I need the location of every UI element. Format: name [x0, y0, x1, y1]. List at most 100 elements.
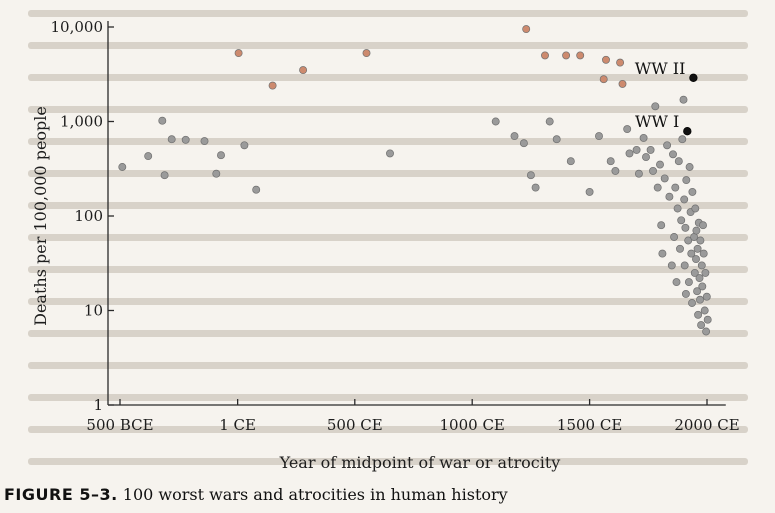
- data-point: [696, 295, 704, 304]
- data-point: [689, 73, 698, 82]
- annotations: WW II WW I: [635, 59, 686, 131]
- figure-caption-text: 100 worst wars and atrocities in human h…: [122, 485, 508, 504]
- data-point: [681, 289, 690, 298]
- data-point: [701, 268, 710, 277]
- figure-label: FIGURE 5–3.: [4, 485, 118, 504]
- data-point: [531, 183, 540, 192]
- data-points: [118, 25, 712, 336]
- data-point: [118, 163, 127, 171]
- data-point: [700, 306, 709, 315]
- data-point: [160, 171, 169, 180]
- data-point: [167, 135, 176, 144]
- x-tick-label: 2000 CE: [674, 416, 739, 434]
- y-tick-label: 1: [93, 396, 103, 414]
- y-tick-label: 100: [74, 207, 103, 225]
- x-tick-label: 1500 CE: [557, 416, 622, 434]
- data-point: [699, 249, 708, 258]
- data-point: [680, 195, 689, 204]
- data-point: [541, 51, 549, 60]
- data-point: [658, 249, 667, 258]
- data-point: [702, 292, 711, 301]
- data-point: [665, 192, 674, 201]
- data-point: [639, 133, 648, 142]
- data-point: [703, 315, 712, 324]
- axes: 1 10 100 1,000 10,000 500 BCE 1 CE 500 CE 1000 C…: [51, 18, 740, 434]
- data-point: [491, 117, 500, 126]
- data-point: [519, 139, 528, 148]
- data-point: [660, 174, 669, 183]
- data-point: [688, 187, 697, 196]
- data-point: [623, 125, 632, 134]
- data-point: [611, 166, 620, 175]
- data-point: [690, 268, 699, 277]
- x-tick-label: 1000 CE: [440, 416, 505, 434]
- data-point: [699, 221, 707, 230]
- annotation-label: WW I: [635, 112, 679, 131]
- data-point: [545, 117, 554, 126]
- y-tick-label: 10: [84, 302, 103, 320]
- x-tick-label: 1 CE: [219, 416, 256, 434]
- data-point: [651, 102, 660, 111]
- data-point: [653, 183, 662, 192]
- data-point: [649, 166, 657, 175]
- data-point: [692, 226, 701, 235]
- data-point: [268, 81, 277, 90]
- data-point: [684, 278, 693, 287]
- data-point: [684, 236, 693, 245]
- x-tick-label: 500 CE: [327, 416, 383, 434]
- data-point: [657, 221, 666, 230]
- data-point: [632, 145, 641, 154]
- data-point: [678, 135, 687, 144]
- data-point: [685, 163, 694, 171]
- data-point: [158, 116, 167, 125]
- data-point: [667, 261, 676, 270]
- data-point: [697, 261, 706, 270]
- data-point: [576, 51, 585, 60]
- data-point: [606, 157, 615, 166]
- data-point: [676, 244, 684, 253]
- figure-caption: FIGURE 5–3. 100 worst wars and atrocitie…: [4, 485, 508, 504]
- data-point: [234, 49, 243, 58]
- data-point: [526, 171, 535, 180]
- data-point: [663, 141, 672, 150]
- data-point: [625, 149, 634, 158]
- y-tick-label: 10,000: [51, 18, 104, 36]
- data-point: [299, 66, 308, 75]
- data-point: [656, 160, 664, 169]
- data-point: [691, 204, 700, 213]
- data-point: [682, 176, 691, 185]
- data-point: [693, 244, 702, 253]
- data-point: [595, 132, 603, 141]
- y-tick-label: 1,000: [60, 113, 103, 131]
- data-point: [566, 157, 575, 166]
- data-point: [672, 278, 681, 287]
- data-point: [688, 299, 696, 307]
- y-axis-title: Deaths per 100,000 people: [31, 106, 50, 326]
- data-point: [642, 153, 650, 162]
- annotation-label: WW II: [635, 59, 686, 78]
- x-tick-label: 500 BCE: [86, 416, 153, 434]
- data-point: [200, 137, 209, 146]
- data-point: [181, 135, 190, 144]
- data-point: [677, 216, 686, 225]
- data-point: [240, 141, 249, 150]
- data-point: [144, 152, 153, 161]
- data-point: [695, 274, 704, 283]
- data-point: [602, 55, 610, 64]
- data-point: [585, 187, 594, 196]
- data-point: [679, 95, 688, 104]
- data-point: [212, 169, 221, 178]
- data-point: [522, 25, 531, 34]
- data-point: [362, 49, 371, 58]
- data-point: [562, 51, 571, 60]
- data-point: [646, 145, 655, 154]
- data-point: [386, 149, 394, 158]
- data-point: [618, 79, 627, 88]
- data-point: [599, 75, 608, 84]
- data-point: [252, 185, 261, 194]
- data-point: [680, 261, 689, 270]
- data-point: [702, 327, 711, 336]
- data-point: [694, 310, 703, 319]
- data-point: [697, 321, 706, 330]
